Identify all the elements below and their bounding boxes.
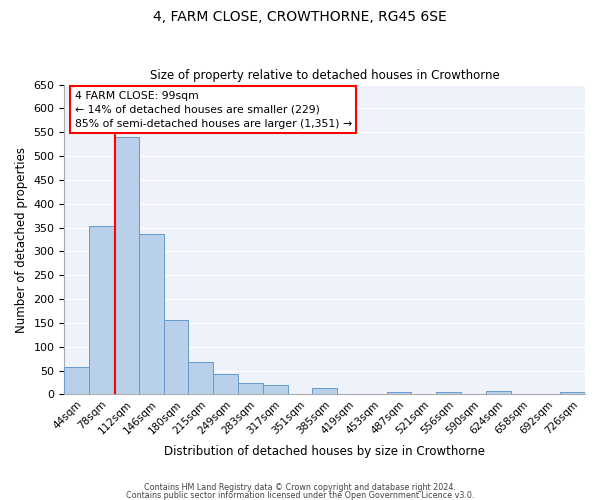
Title: Size of property relative to detached houses in Crowthorne: Size of property relative to detached ho… xyxy=(150,69,500,82)
Bar xyxy=(560,392,585,394)
Text: Contains HM Land Registry data © Crown copyright and database right 2024.: Contains HM Land Registry data © Crown c… xyxy=(144,484,456,492)
X-axis label: Distribution of detached houses by size in Crowthorne: Distribution of detached houses by size … xyxy=(164,444,485,458)
Bar xyxy=(263,385,287,394)
Bar xyxy=(139,234,164,394)
Y-axis label: Number of detached properties: Number of detached properties xyxy=(15,146,28,332)
Bar xyxy=(64,368,89,394)
Bar xyxy=(188,362,213,394)
Bar xyxy=(386,392,412,394)
Bar xyxy=(436,392,461,394)
Bar xyxy=(164,320,188,394)
Bar xyxy=(313,388,337,394)
Text: 4 FARM CLOSE: 99sqm
← 14% of detached houses are smaller (229)
85% of semi-detac: 4 FARM CLOSE: 99sqm ← 14% of detached ho… xyxy=(75,91,352,129)
Text: 4, FARM CLOSE, CROWTHORNE, RG45 6SE: 4, FARM CLOSE, CROWTHORNE, RG45 6SE xyxy=(153,10,447,24)
Bar xyxy=(486,390,511,394)
Bar xyxy=(89,226,114,394)
Bar xyxy=(213,374,238,394)
Bar xyxy=(238,382,263,394)
Bar xyxy=(114,137,139,394)
Text: Contains public sector information licensed under the Open Government Licence v3: Contains public sector information licen… xyxy=(126,490,474,500)
